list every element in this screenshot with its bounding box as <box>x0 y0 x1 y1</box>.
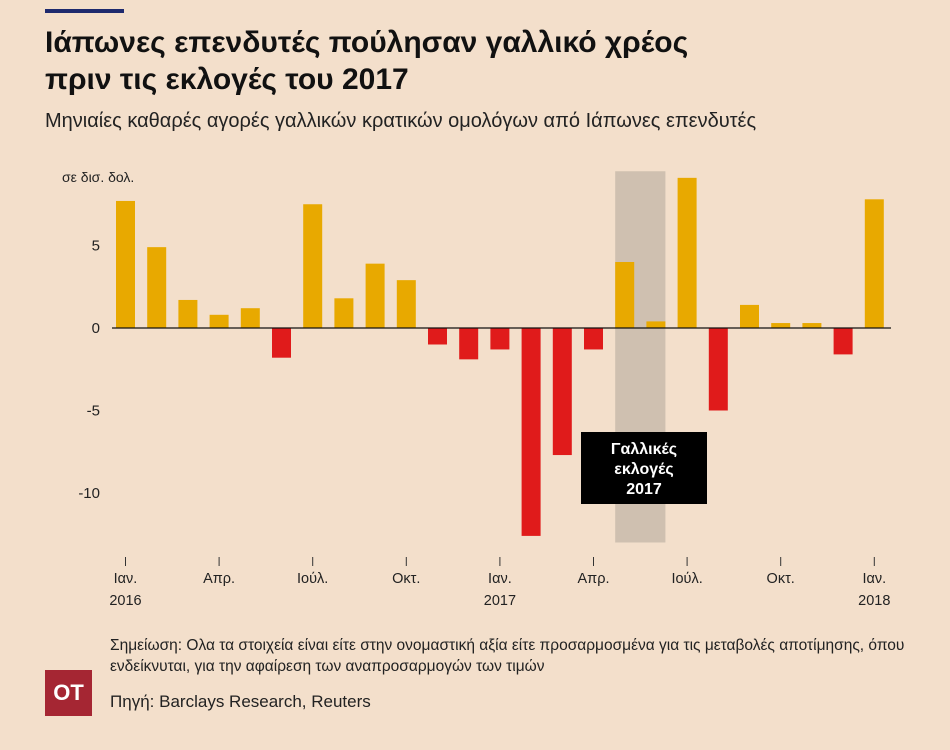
y-tick-label: 0 <box>92 320 100 337</box>
bar <box>209 314 229 328</box>
bar <box>833 328 853 355</box>
bar <box>771 323 791 328</box>
bar <box>521 328 541 536</box>
bar <box>240 308 260 328</box>
y-axis-unit-label: σε δισ. δολ. <box>62 169 134 185</box>
bar <box>802 323 822 328</box>
x-tick-label: Απρ. <box>203 571 235 587</box>
x-tick-label: Ιούλ. <box>671 571 702 587</box>
x-tick-year-label: 2016 <box>109 593 141 609</box>
publisher-logo: ΟΤ <box>45 670 92 716</box>
top-accent-bar <box>45 9 124 13</box>
x-tick-year-label: 2017 <box>484 593 516 609</box>
election-annotation-box <box>581 432 707 504</box>
bar <box>334 298 354 328</box>
bar <box>740 304 759 328</box>
x-tick-label: Ιαν. <box>114 571 138 587</box>
y-tick-label: -5 <box>87 403 100 420</box>
chart-title: Ιάπωνες επενδυτές πούλησαν γαλλικό χρέος… <box>45 24 688 98</box>
bar <box>459 328 479 360</box>
x-tick-label: Ιαν. <box>862 571 886 587</box>
title-line-2: πριν τις εκλογές του 2017 <box>45 63 409 96</box>
x-tick-label: Οκτ. <box>392 571 420 587</box>
x-tick-label: Απρ. <box>578 571 610 587</box>
x-tick-label: Ιαν. <box>488 571 512 587</box>
title-line-1: Ιάπωνες επενδυτές πούλησαν γαλλικό χρέος <box>45 26 689 59</box>
y-tick-label: -10 <box>78 485 100 502</box>
bar <box>147 247 167 328</box>
x-tick-label: Ιούλ. <box>297 571 328 587</box>
election-annotation-label: εκλογές <box>614 461 673 478</box>
x-tick-year-label: 2018 <box>858 593 890 609</box>
bar <box>584 328 603 350</box>
bar <box>303 204 323 328</box>
chart-subtitle: Μηνιαίες καθαρές αγορές γαλλικών κρατικώ… <box>45 110 757 132</box>
election-annotation-label: Γαλλικές <box>611 441 677 458</box>
y-tick-label: 5 <box>92 238 100 255</box>
bar <box>396 280 416 328</box>
bar <box>272 328 291 358</box>
footnote: Σημείωση: Ολα τα στοιχεία είναι είτε στη… <box>110 637 905 675</box>
bar <box>708 328 728 411</box>
bar <box>677 177 697 328</box>
source-line: Πηγή: Barclays Research, Reuters <box>110 692 371 711</box>
x-tick-label: Οκτ. <box>767 571 795 587</box>
bar <box>178 299 198 328</box>
bar <box>864 199 884 328</box>
bar-chart: σε δισ. δολ. 5 0 -5 -10 Ιαν. 2016 Απρ. Ιούλ. Οκτ.… <box>62 169 891 609</box>
bar <box>490 328 510 350</box>
bar <box>552 328 572 456</box>
bar <box>116 200 135 328</box>
bar <box>365 263 385 328</box>
election-annotation-label: 2017 <box>626 481 662 498</box>
bar <box>646 321 666 328</box>
bar <box>428 328 447 345</box>
bar <box>615 262 635 328</box>
